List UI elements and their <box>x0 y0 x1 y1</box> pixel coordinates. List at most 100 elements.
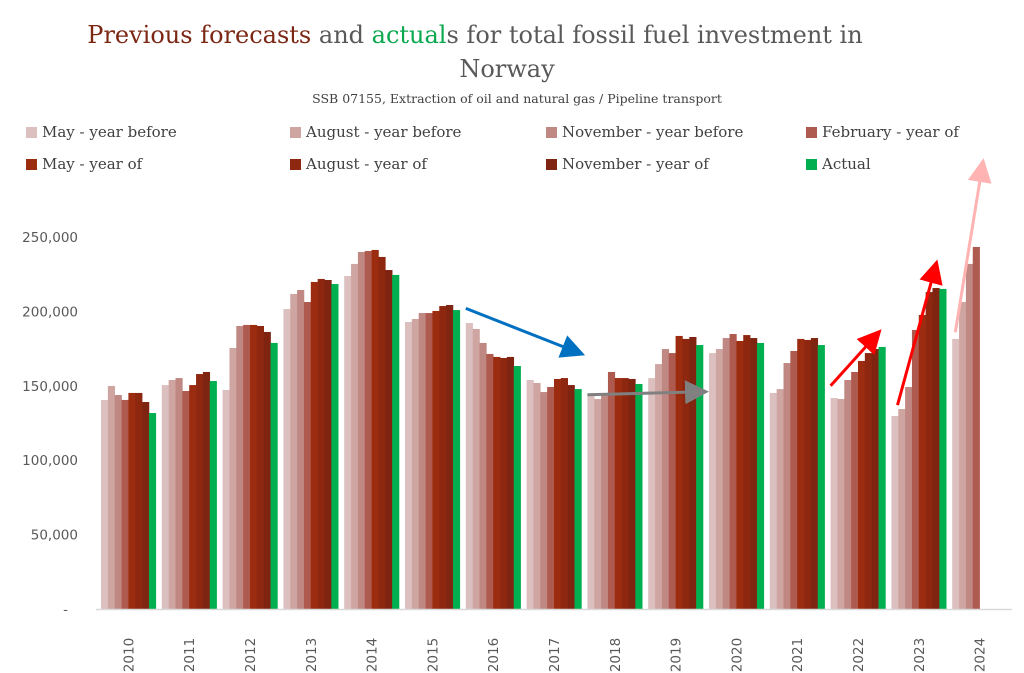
annotation-arrows <box>465 158 992 406</box>
bar <box>297 289 305 609</box>
bar <box>385 270 393 609</box>
bar <box>635 384 643 609</box>
bar <box>101 399 109 609</box>
bar <box>864 353 872 609</box>
bar <box>750 338 758 609</box>
bar <box>364 250 372 610</box>
bar <box>668 353 676 609</box>
bar <box>601 395 609 609</box>
bar <box>344 275 352 609</box>
legend-swatch <box>290 158 301 170</box>
bar-group-2017 <box>526 378 582 609</box>
bar <box>121 399 129 609</box>
bar-group-2018 <box>587 371 643 609</box>
bar <box>500 357 508 609</box>
x-tick-label: 2024 <box>973 638 989 672</box>
bar <box>858 360 866 609</box>
legend-swatch <box>806 126 817 138</box>
bar <box>526 380 534 609</box>
bar <box>783 363 791 609</box>
x-tick-label: 2022 <box>851 638 867 672</box>
bar <box>161 385 169 609</box>
bar <box>540 392 548 609</box>
bar <box>959 302 967 609</box>
title-forecasts-highlight: Previous forecasts <box>87 21 312 49</box>
trend-arrow <box>829 329 882 387</box>
bar-group-2020 <box>709 334 765 609</box>
bar <box>628 378 636 609</box>
bar <box>776 389 784 609</box>
bar <box>114 395 122 609</box>
bar-group-2019 <box>648 335 704 609</box>
bar <box>560 378 568 609</box>
bar <box>851 371 859 609</box>
legend-item: August - year before <box>290 123 461 141</box>
bar <box>189 385 197 609</box>
x-axis: 2010 2011 2012 2013 2014 2015 2016 2017 2018 2019… <box>121 638 988 672</box>
bar <box>418 313 426 609</box>
bar <box>932 288 940 609</box>
x-tick-label: 2012 <box>243 638 259 672</box>
chart-title-line2: Norway <box>459 55 555 83</box>
legend-label: February - year of <box>822 123 959 141</box>
bar <box>283 309 291 609</box>
bar <box>303 302 312 609</box>
x-tick-label: 2013 <box>304 638 320 672</box>
bar <box>918 314 926 609</box>
bar <box>756 342 765 609</box>
title-rest: s for total fossil fuel investment in <box>446 21 863 49</box>
bar <box>378 256 386 609</box>
legend-label: August - year before <box>306 123 462 141</box>
legend: May - year before August - year before Nov… <box>0 123 1024 193</box>
legend-label: November - year before <box>562 123 744 141</box>
bar <box>432 310 440 609</box>
legend-label: May - year before <box>42 123 177 141</box>
bar <box>905 386 913 609</box>
bar-group-2012 <box>222 324 278 609</box>
bar <box>405 321 413 609</box>
bar <box>878 346 886 609</box>
bar-group-2022 <box>830 346 886 609</box>
bar <box>331 284 339 609</box>
bar <box>594 399 602 609</box>
x-tick-label: 2021 <box>790 638 806 672</box>
bar <box>675 335 683 609</box>
bar <box>655 364 663 609</box>
bar <box>709 353 717 609</box>
y-axis: - 50,000 100,000 150,000 200,000 250,000 <box>22 230 78 618</box>
bar <box>135 392 143 609</box>
legend-swatch <box>26 126 37 138</box>
bar <box>452 310 461 609</box>
title-actuals-highlight: actual <box>371 21 447 49</box>
x-tick-label: 2023 <box>912 638 928 672</box>
bars <box>101 246 980 610</box>
bar <box>871 349 879 609</box>
bar <box>392 274 400 609</box>
bar <box>607 371 616 609</box>
bar <box>425 313 433 609</box>
bar <box>898 409 906 609</box>
bar <box>810 338 819 609</box>
bar <box>506 356 515 609</box>
y-tick-label: 200,000 <box>22 304 78 320</box>
y-tick-label: 50,000 <box>31 528 78 544</box>
x-tick-label: 2010 <box>121 638 137 672</box>
bar <box>567 385 575 609</box>
bar <box>547 386 555 609</box>
bar <box>648 378 656 609</box>
bar <box>729 334 737 609</box>
bar <box>790 350 798 609</box>
y-tick-label: 250,000 <box>22 230 78 246</box>
legend-swatch <box>546 126 557 138</box>
bar <box>324 280 332 609</box>
bar <box>107 385 115 609</box>
bar <box>446 305 454 609</box>
bar <box>175 378 183 609</box>
bar <box>911 330 920 609</box>
bar <box>952 338 960 609</box>
bar <box>371 249 379 609</box>
chart-subtitle: SSB 07155, Extraction of oil and natural… <box>312 91 722 106</box>
bar <box>493 356 501 609</box>
bar-group-2016 <box>465 323 521 609</box>
